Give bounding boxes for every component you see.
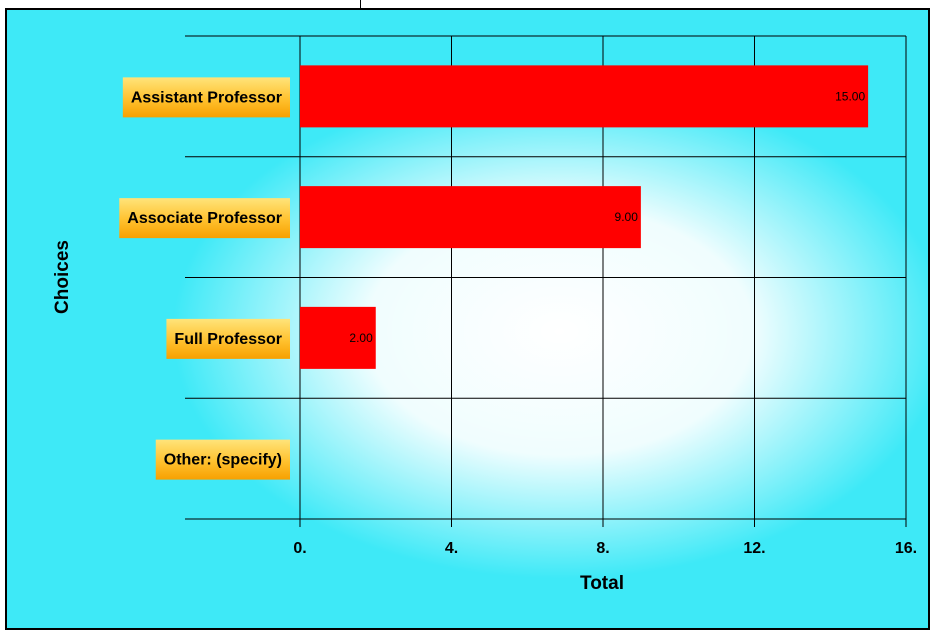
bar-value-label: 9.00 <box>615 210 639 224</box>
category-label-box <box>166 318 290 359</box>
x-tick-label: 8. <box>596 540 609 557</box>
x-tick-label: 0. <box>293 540 306 557</box>
category-label: Full Professor <box>166 318 290 359</box>
category-label-box <box>122 77 290 118</box>
category-label-text: Full Professor <box>174 331 282 348</box>
header-strip <box>0 0 361 8</box>
category-label-box <box>119 198 290 239</box>
bar <box>300 65 869 128</box>
category-label-text: Assistant Professor <box>131 89 282 106</box>
x-tick-label: 12. <box>743 540 765 557</box>
category-label-text: Other: (specify) <box>164 452 282 469</box>
bar <box>300 306 376 369</box>
grid-lines <box>185 35 907 527</box>
x-tick-label: 16. <box>895 540 917 557</box>
category-labels: Assistant Professor Associate Professor Fu… <box>119 77 290 480</box>
x-tick-labels: 0. 4. 8. 12. 16. <box>293 540 917 557</box>
bars: 15.00 9.00 2.00 <box>300 65 869 369</box>
category-label: Other: (specify) <box>155 439 290 480</box>
chart-frame <box>5 8 930 630</box>
bar <box>300 186 641 249</box>
x-tick-label: 4. <box>445 540 458 557</box>
x-axis-title: Total <box>580 573 624 594</box>
category-label: Associate Professor <box>119 198 290 239</box>
bar-value-label: 15.00 <box>835 89 865 103</box>
category-label-text: Associate Professor <box>127 210 282 227</box>
category-label-box <box>155 439 290 480</box>
bar-value-label: 2.00 <box>349 331 373 345</box>
y-axis-title: Choices <box>52 240 73 314</box>
category-label: Assistant Professor <box>122 77 290 118</box>
